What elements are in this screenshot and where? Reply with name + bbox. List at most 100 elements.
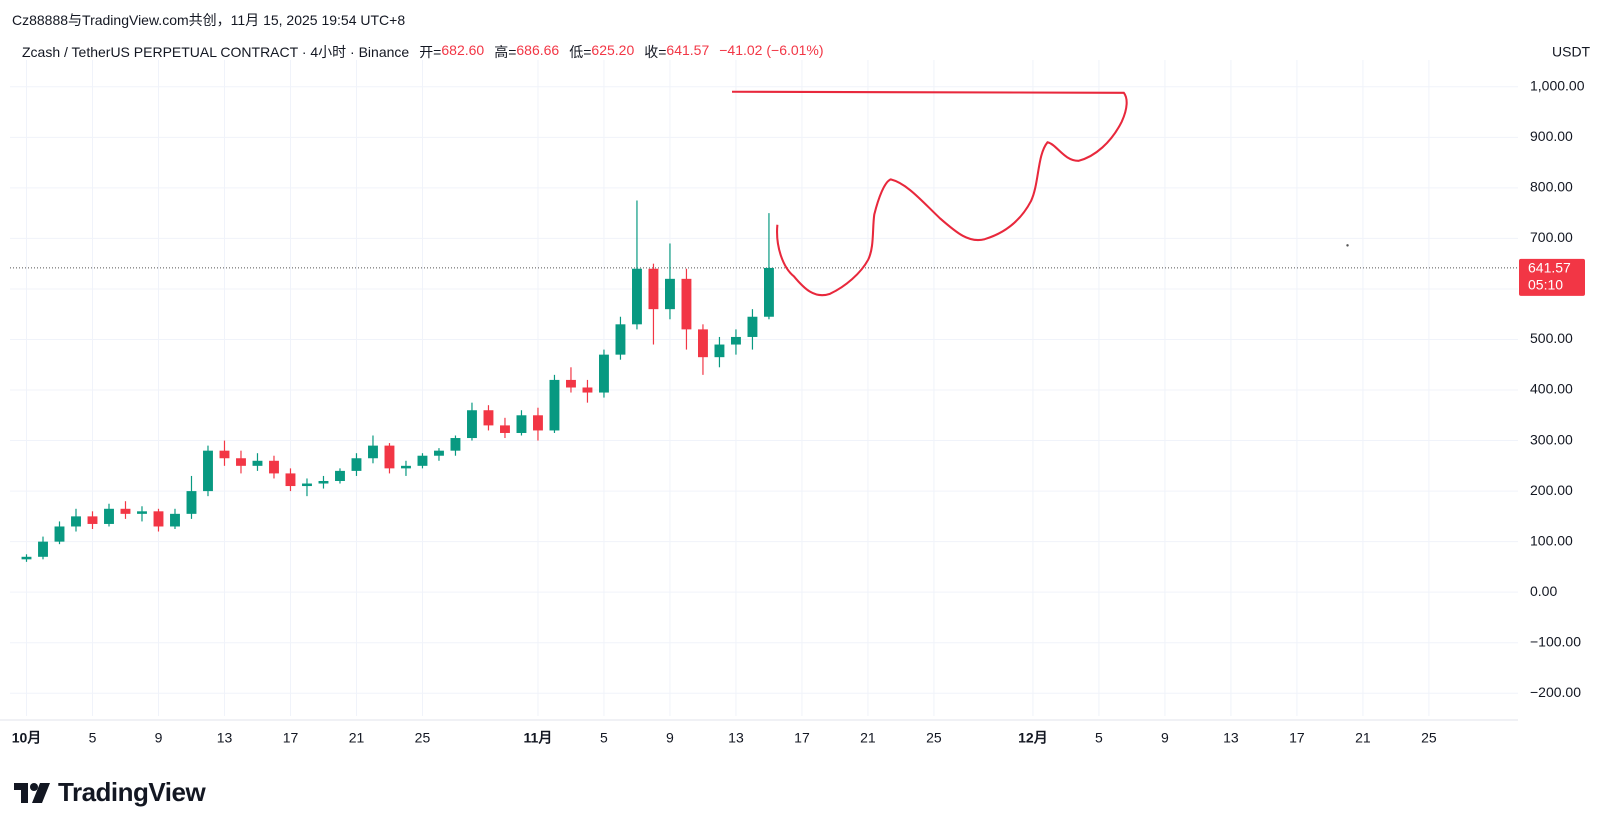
candle-body (483, 410, 494, 426)
candle-body (285, 473, 296, 487)
x-tick-label: 12月 (1018, 730, 1048, 746)
candle-body (516, 415, 527, 433)
candles (21, 200, 774, 562)
dot (1346, 244, 1349, 247)
candle-body (269, 460, 279, 474)
candle-body (714, 344, 725, 358)
x-tick-label: 9 (155, 730, 163, 746)
caption: Cz88888与TradingView.com共创，11月 15, 2025 1… (12, 12, 406, 28)
x-tick-label: 17 (794, 730, 810, 746)
candle-body (648, 268, 659, 310)
candle-body (153, 511, 164, 527)
symbol-title: Zcash / TetherUS PERPETUAL CONTRACT · 4小… (22, 44, 410, 60)
candle-body (21, 556, 32, 560)
candle-body (747, 316, 758, 337)
legend-label: 开= (419, 44, 442, 60)
candle-body (137, 511, 147, 514)
x-tick-label: 21 (860, 730, 876, 746)
candle-body (582, 387, 593, 393)
candle-body (632, 268, 642, 325)
candle-body (450, 438, 461, 451)
candle-body (87, 516, 98, 524)
y-tick-label: 0.00 (1530, 583, 1557, 599)
candle-body (698, 329, 708, 358)
legend-value: 641.57 (666, 42, 710, 58)
x-tick-label: 13 (1223, 730, 1239, 746)
countdown-label: 05:10 (1528, 277, 1563, 293)
x-tick-label: 17 (283, 730, 299, 746)
candle-body (120, 508, 131, 514)
candle-body (401, 465, 411, 469)
hand-drawn-annotation (732, 90, 1128, 297)
candle-body (54, 526, 65, 542)
y-tick-label: 1,000.00 (1530, 77, 1585, 93)
x-tick-label: 25 (415, 730, 431, 746)
y-tick-label: −200.00 (1530, 684, 1581, 700)
candle-body (599, 354, 609, 393)
y-tick-label: −100.00 (1530, 633, 1581, 649)
y-tick-label: 400.00 (1530, 381, 1573, 397)
x-tick-label: 13 (728, 730, 744, 746)
last-price-tag (1519, 258, 1585, 296)
y-tick-label: 100.00 (1530, 532, 1573, 548)
x-tick-label: 5 (89, 730, 97, 746)
x-tick-label: 25 (1421, 730, 1437, 746)
candle-body (186, 491, 197, 514)
x-tick-label: 5 (600, 730, 608, 746)
candle-body (368, 445, 378, 459)
x-tick-label: 9 (1161, 730, 1169, 746)
candle-body (467, 410, 477, 439)
legend-label: 高= (494, 44, 517, 60)
legend-value: 686.66 (516, 42, 560, 58)
candle-body (500, 425, 510, 433)
currency-label: USDT (1552, 44, 1591, 60)
candle-body (104, 508, 114, 524)
candle-body (665, 278, 675, 310)
y-tick-label: 800.00 (1530, 179, 1573, 195)
legend-value: 682.60 (441, 42, 485, 58)
symbol-legend: Zcash / TetherUS PERPETUAL CONTRACT · 4小… (22, 42, 834, 62)
candle-body (71, 516, 81, 527)
legend-label: 低= (569, 44, 592, 60)
candle-body (434, 450, 444, 456)
candle-body (615, 324, 626, 355)
candle-body (566, 379, 576, 388)
x-tick-label: 21 (349, 730, 365, 746)
axes: USDT1,000.00900.00800.00700.00600.00500.… (0, 44, 1591, 746)
x-tick-label: 5 (1095, 730, 1103, 746)
brand: TradingView (58, 777, 206, 807)
legend-change: −41.02 (−6.01%) (719, 42, 824, 58)
brand-logo (14, 783, 50, 803)
x-tick-label: 21 (1355, 730, 1371, 746)
candle-body (764, 267, 774, 317)
candle-body (731, 336, 741, 345)
legend-value: 625.20 (591, 42, 635, 58)
candle-body (318, 480, 329, 484)
candle-body (533, 415, 543, 431)
y-tick-label: 200.00 (1530, 482, 1573, 498)
y-tick-label: 500.00 (1530, 330, 1573, 346)
candle-body (549, 379, 560, 431)
candle-body (302, 483, 312, 487)
last-price-label: 641.57 (1528, 260, 1571, 276)
x-tick-label: 9 (666, 730, 674, 746)
candle-body (351, 458, 362, 471)
x-tick-label: 10月 (12, 730, 42, 746)
candle-body (38, 541, 48, 557)
candle-body (236, 458, 246, 466)
y-tick-label: 300.00 (1530, 431, 1573, 447)
y-tick-label: 700.00 (1530, 229, 1573, 245)
candle-body (384, 445, 395, 469)
x-tick-label: 13 (217, 730, 233, 746)
candle-body (681, 278, 692, 330)
x-tick-label: 25 (926, 730, 942, 746)
x-tick-label: 11月 (524, 730, 553, 746)
candle-body (252, 460, 263, 466)
drawing (732, 90, 1349, 297)
legend-label: 收= (644, 44, 667, 60)
candle-body (335, 470, 345, 481)
candle-body (203, 450, 213, 492)
y-tick-label: 900.00 (1530, 128, 1573, 144)
